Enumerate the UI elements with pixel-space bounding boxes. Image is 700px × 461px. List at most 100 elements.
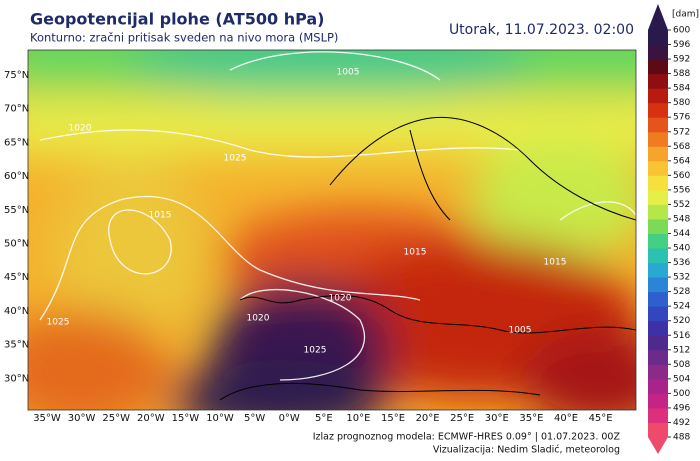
contour-label: 1020	[69, 124, 92, 134]
colorbar-tick-label: 572	[673, 127, 690, 137]
colorbar-segment	[648, 189, 668, 205]
colorbar-segment	[648, 218, 668, 234]
colorbar-segment	[648, 175, 668, 191]
colorbar-segment	[648, 73, 668, 89]
contour-label: 1015	[544, 258, 567, 268]
contour-label: 1015	[404, 248, 427, 258]
lon-label: 10°W	[206, 413, 234, 424]
colorbar-tick-label: 600	[673, 26, 690, 36]
lon-label: 20°W	[137, 413, 165, 424]
lon-label: 40°E	[554, 413, 578, 424]
map-frame	[27, 49, 637, 411]
colorbar-segment	[648, 364, 668, 380]
lon-label: 0°W	[279, 413, 300, 424]
colorbar-segment	[648, 248, 668, 264]
colorbar-segment	[648, 407, 668, 423]
subtitle: Konturno: zračni pritisak sveden na nivo…	[30, 31, 338, 45]
footer-line: Izlaz prognoznog modela: ECMWF-HRES 0.09…	[313, 432, 621, 443]
colorbar-tick-label: 488	[673, 433, 690, 443]
colorbar-tick-label: 524	[673, 302, 690, 312]
lat-label: 60°N	[4, 171, 29, 182]
lat-label: 55°N	[4, 205, 29, 216]
lon-label: 10°E	[346, 413, 370, 424]
colorbar-segment	[648, 117, 668, 133]
lat-label: 35°N	[4, 340, 29, 351]
contour-label: 1025	[47, 318, 70, 328]
contour-label: 1005	[509, 326, 532, 336]
colorbar-segment	[648, 44, 668, 60]
contour-label: 1020	[247, 314, 270, 324]
colorbar-segment	[648, 59, 668, 75]
lat-label: 30°N	[4, 373, 29, 384]
lon-label: 30°W	[68, 413, 96, 424]
colorbar-segment	[648, 378, 668, 394]
colorbar-tick-label: 512	[673, 345, 690, 355]
colorbar-arrow-top	[648, 4, 668, 30]
colorbar-tick-label: 492	[673, 418, 690, 428]
colorbar-segment	[648, 102, 668, 118]
colorbar-tick-label: 560	[673, 171, 690, 181]
colorbar-tick-label: 588	[673, 69, 690, 79]
lon-label: 25°W	[102, 413, 130, 424]
colorbar-tick-label: 552	[673, 200, 690, 210]
datetime: Utorak, 11.07.2023. 02:00	[449, 22, 634, 38]
colorbar-segment	[648, 422, 668, 438]
colorbar-segment	[648, 131, 668, 147]
colorbar-segment	[648, 349, 668, 365]
colorbar-tick-label: 504	[673, 374, 690, 384]
lon-label: 5°E	[315, 413, 333, 424]
contour-label: 1015	[149, 211, 172, 221]
lon-label: 30°E	[485, 413, 509, 424]
colorbar-tick-label: 528	[673, 287, 690, 297]
contour-label: 1025	[304, 346, 327, 356]
colorbar-unit: [dam]	[672, 10, 699, 20]
footer-line: Vizualizacija: Nedim Sladić, meteorolog	[433, 445, 620, 456]
colorbar-segment	[648, 233, 668, 249]
lat-label: 65°N	[4, 137, 29, 148]
colorbar-tick-label: 536	[673, 258, 690, 268]
lon-label: 35°E	[519, 413, 543, 424]
colorbar: 488 492 496 500 504 508 512 516 520 524 528 532 536 5…	[648, 4, 690, 454]
colorbar-tick-label: 496	[673, 403, 690, 413]
lat-label: 45°N	[4, 272, 29, 283]
colorbar-tick-label: 544	[673, 229, 690, 239]
colorbar-segment	[648, 262, 668, 278]
colorbar-tick-label: 568	[673, 142, 690, 152]
map-field	[28, 50, 636, 410]
colorbar-segment	[648, 160, 668, 176]
lon-label: 25°E	[450, 413, 474, 424]
lat-label: 70°N	[4, 104, 29, 115]
lon-label: 45°E	[589, 413, 613, 424]
lat-label: 40°N	[4, 306, 29, 317]
contour-label: 1005	[337, 68, 360, 78]
lon-label: 5°W	[244, 413, 265, 424]
lon-label: 15°W	[172, 413, 200, 424]
lon-label: 35°W	[33, 413, 61, 424]
colorbar-segment	[648, 146, 668, 162]
contour-label: 1020	[329, 294, 352, 304]
contour-label: 1025	[224, 154, 247, 164]
colorbar-tick-label: 596	[673, 40, 690, 50]
colorbar-segment	[648, 306, 668, 322]
colorbar-segment	[648, 393, 668, 409]
lat-label: 75°N	[4, 70, 29, 81]
colorbar-segment	[648, 204, 668, 220]
title: Geopotencijal plohe (AT500 hPa)	[30, 10, 325, 29]
colorbar-segment	[648, 30, 668, 46]
colorbar-tick-label: 576	[673, 113, 690, 123]
colorbar-tick-label: 556	[673, 185, 690, 195]
colorbar-tick-label: 508	[673, 360, 690, 370]
colorbar-tick-label: 540	[673, 244, 690, 254]
colorbar-tick-label: 532	[673, 273, 690, 283]
lon-label: 15°E	[381, 413, 405, 424]
colorbar-segment	[648, 277, 668, 293]
colorbar-tick-label: 564	[673, 156, 690, 166]
lat-label: 50°N	[4, 239, 29, 250]
colorbar-tick-label: 584	[673, 84, 690, 94]
colorbar-segment	[648, 88, 668, 104]
colorbar-segment	[648, 320, 668, 336]
colorbar-tick-label: 592	[673, 55, 690, 65]
colorbar-segment	[648, 335, 668, 351]
colorbar-tick-label: 516	[673, 331, 690, 341]
